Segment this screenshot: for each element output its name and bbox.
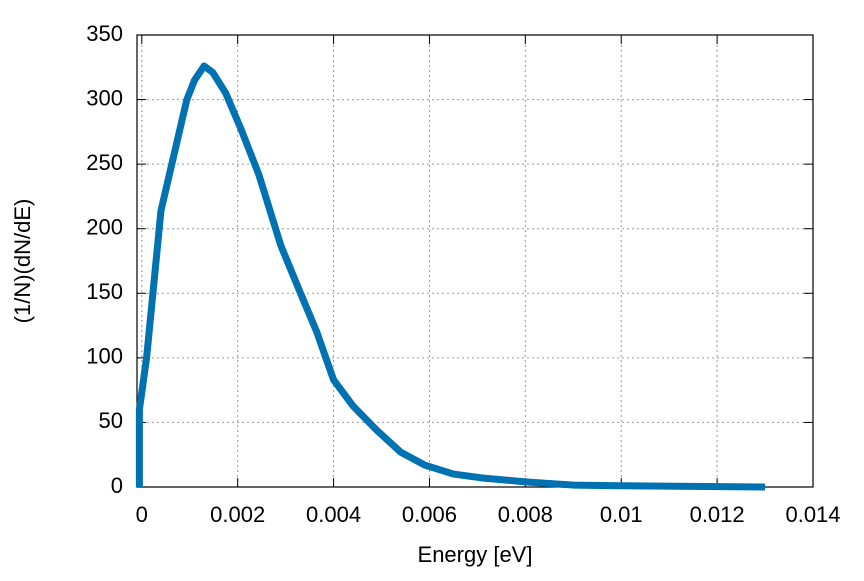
y-axis-label: (1/N)(dN/dE) (10, 199, 35, 324)
plot-border (136, 34, 814, 488)
x-tick-label: 0.006 (402, 502, 457, 527)
y-tick-label: 50 (99, 408, 123, 433)
x-tick-label: 0.004 (306, 502, 361, 527)
x-tick-label: 0 (136, 502, 148, 527)
x-tick-label: 0.014 (785, 502, 840, 527)
y-tick-label: 0 (111, 473, 123, 498)
x-tick-label: 0.012 (690, 502, 745, 527)
x-tick-label: 0.01 (600, 502, 643, 527)
x-tick-label: 0.002 (210, 502, 265, 527)
y-tick-label: 200 (86, 215, 123, 240)
x-axis-label: Energy [eV] (418, 542, 533, 567)
y-tick-label: 300 (86, 85, 123, 110)
y-tick-label: 150 (86, 279, 123, 304)
y-tick-label: 350 (86, 21, 123, 46)
x-tick-label: 0.008 (498, 502, 553, 527)
y-tick-label: 100 (86, 344, 123, 369)
y-tick-label: 250 (86, 150, 123, 175)
line (135, 62, 766, 491)
